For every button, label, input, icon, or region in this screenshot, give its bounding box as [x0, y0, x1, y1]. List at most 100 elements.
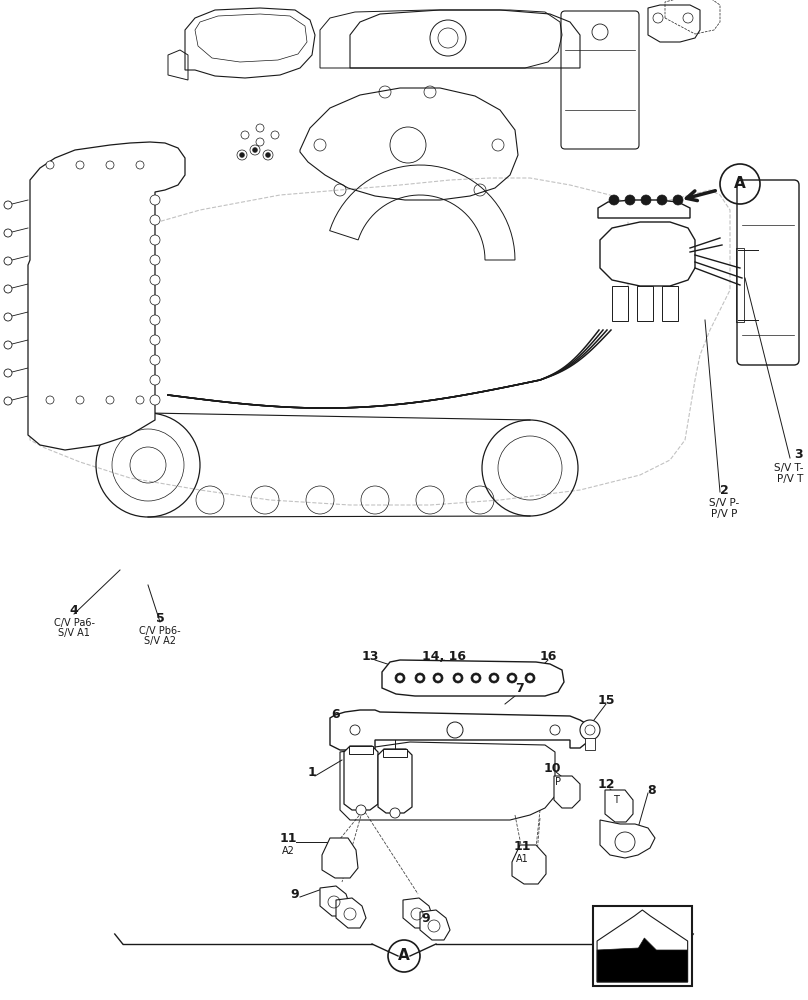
Text: S/V T-: S/V T- [773, 463, 803, 473]
Bar [637, 286, 653, 321]
Polygon shape [605, 790, 633, 822]
Text: 11: 11 [513, 840, 531, 854]
Circle shape [657, 195, 667, 205]
Circle shape [509, 675, 515, 681]
Circle shape [150, 235, 160, 245]
Circle shape [395, 673, 405, 683]
Circle shape [150, 375, 160, 385]
Circle shape [415, 673, 425, 683]
Circle shape [527, 675, 533, 681]
Bar [383, 749, 407, 757]
Circle shape [673, 195, 683, 205]
Text: P: P [555, 777, 561, 787]
Text: S/V A1: S/V A1 [58, 628, 90, 638]
Polygon shape [512, 845, 546, 884]
Circle shape [525, 673, 535, 683]
Text: 3: 3 [794, 448, 803, 462]
Polygon shape [598, 200, 690, 218]
Circle shape [473, 675, 479, 681]
Bar [349, 746, 373, 754]
Polygon shape [554, 776, 580, 808]
Circle shape [136, 396, 144, 404]
Bar [736, 248, 744, 322]
Circle shape [507, 673, 517, 683]
Circle shape [4, 257, 12, 265]
Circle shape [106, 161, 114, 169]
Polygon shape [382, 660, 564, 696]
Bar [662, 286, 678, 321]
Text: 7: 7 [516, 682, 524, 694]
Circle shape [489, 673, 499, 683]
Circle shape [150, 355, 160, 365]
Text: C/V Pa6-: C/V Pa6- [53, 618, 95, 628]
Text: 15: 15 [597, 694, 615, 706]
Circle shape [609, 195, 619, 205]
Circle shape [4, 341, 12, 349]
Circle shape [580, 720, 600, 740]
Circle shape [4, 313, 12, 321]
Circle shape [150, 315, 160, 325]
Text: P/V T: P/V T [776, 474, 803, 484]
Circle shape [150, 215, 160, 225]
Circle shape [150, 335, 160, 345]
Text: 2: 2 [720, 484, 728, 496]
Polygon shape [336, 898, 366, 928]
Circle shape [150, 395, 160, 405]
Text: 4: 4 [69, 603, 78, 616]
Circle shape [625, 195, 635, 205]
Circle shape [397, 675, 403, 681]
Text: 16: 16 [539, 650, 557, 664]
Text: 14, 16: 14, 16 [422, 650, 466, 664]
Polygon shape [403, 898, 433, 928]
Text: 5: 5 [156, 611, 164, 624]
Polygon shape [597, 938, 688, 982]
Circle shape [471, 673, 481, 683]
Text: 9: 9 [291, 888, 299, 900]
Circle shape [150, 255, 160, 265]
Polygon shape [600, 222, 695, 286]
Circle shape [76, 161, 84, 169]
Text: 11: 11 [280, 832, 297, 846]
Circle shape [455, 675, 461, 681]
Text: S/V P-: S/V P- [709, 498, 739, 508]
Polygon shape [378, 749, 412, 813]
Circle shape [453, 673, 463, 683]
Polygon shape [320, 886, 350, 916]
Circle shape [4, 369, 12, 377]
Circle shape [136, 161, 144, 169]
Text: A2: A2 [281, 846, 294, 856]
Text: A1: A1 [516, 854, 528, 864]
Text: C/V Pb6-: C/V Pb6- [139, 626, 181, 636]
Circle shape [239, 152, 245, 157]
Circle shape [76, 396, 84, 404]
Circle shape [390, 808, 400, 818]
Text: 12: 12 [597, 778, 615, 792]
Circle shape [106, 396, 114, 404]
Polygon shape [28, 142, 185, 450]
Circle shape [4, 201, 12, 209]
Circle shape [46, 396, 54, 404]
Bar [593, 906, 692, 986]
Circle shape [641, 195, 651, 205]
Circle shape [266, 152, 271, 157]
Polygon shape [344, 746, 378, 810]
Bar [612, 286, 628, 321]
Text: A: A [398, 948, 410, 964]
Circle shape [150, 195, 160, 205]
Polygon shape [597, 910, 688, 982]
Circle shape [417, 675, 423, 681]
Circle shape [252, 147, 258, 152]
Circle shape [150, 275, 160, 285]
Circle shape [4, 229, 12, 237]
Circle shape [46, 161, 54, 169]
Bar [585, 738, 595, 750]
Text: 8: 8 [648, 784, 656, 796]
Circle shape [433, 673, 443, 683]
Text: 13: 13 [361, 650, 379, 664]
Text: S/V A2: S/V A2 [144, 636, 176, 646]
Text: T: T [613, 795, 619, 805]
Circle shape [435, 675, 441, 681]
Text: A: A [734, 176, 746, 192]
Circle shape [4, 285, 12, 293]
Circle shape [356, 805, 366, 815]
